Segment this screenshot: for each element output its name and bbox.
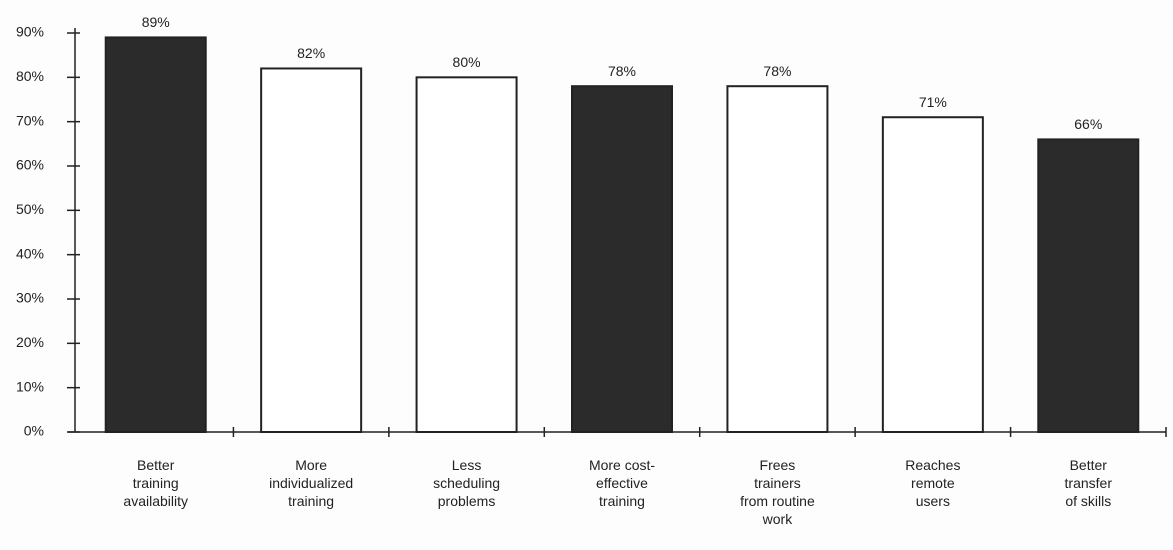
x-tick-label: Frees trainers from routine work — [740, 457, 815, 527]
value-label: 89% — [142, 14, 170, 30]
y-tick-label: 50% — [16, 201, 44, 217]
y-tick-label: 70% — [16, 112, 44, 128]
x-tick-label: Better transfer of skills — [1064, 457, 1113, 509]
bar — [415, 76, 518, 433]
bar — [104, 36, 207, 434]
y-tick-label: 90% — [16, 24, 44, 40]
value-label: 82% — [297, 45, 325, 61]
x-tick-label: Better training availability — [123, 457, 188, 509]
y-tick-label: 40% — [16, 245, 44, 261]
bar — [1037, 138, 1140, 433]
bar — [881, 116, 984, 433]
bar — [726, 85, 829, 433]
y-tick-label: 0% — [24, 423, 44, 439]
y-tick-label: 30% — [16, 290, 44, 306]
x-tick-label: Less scheduling problems — [433, 457, 501, 509]
bar — [571, 85, 673, 433]
x-tick-label: More cost- effective training — [588, 457, 656, 509]
value-label: 80% — [453, 54, 481, 70]
value-label: 78% — [763, 63, 791, 79]
x-tick-label: More individualized training — [269, 457, 354, 509]
value-label: 71% — [919, 94, 947, 110]
y-tick-label: 80% — [16, 68, 44, 84]
bar — [260, 67, 363, 433]
y-tick-label: 60% — [16, 157, 44, 173]
value-label: 78% — [608, 63, 636, 79]
value-label: 66% — [1074, 116, 1102, 132]
x-tick-label: Reaches remote users — [905, 457, 961, 509]
y-tick-label: 20% — [16, 334, 44, 350]
y-tick-label: 10% — [16, 378, 44, 394]
